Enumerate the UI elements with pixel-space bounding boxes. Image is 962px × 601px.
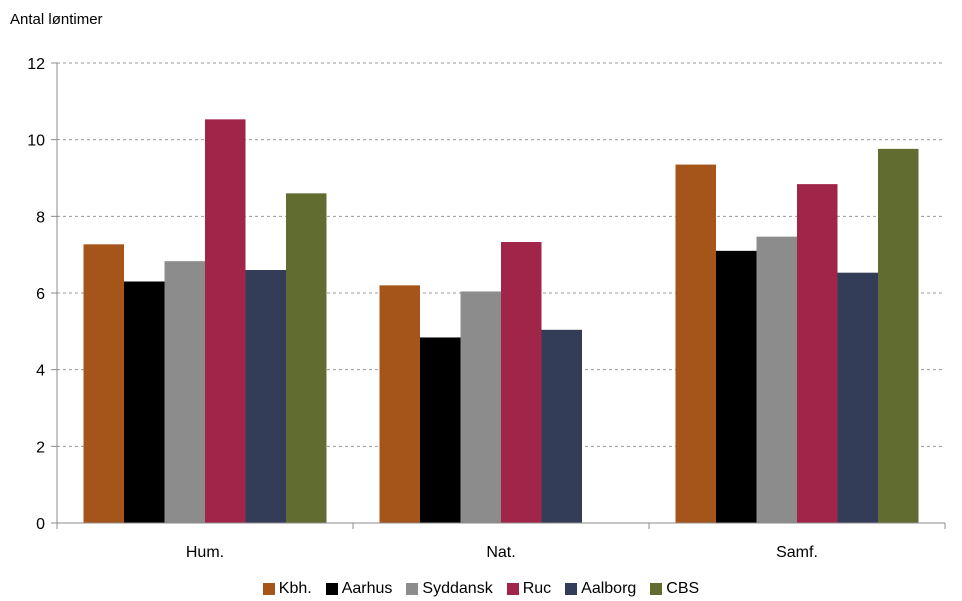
- legend-item: Syddansk: [406, 580, 493, 598]
- bar-syddansk-hum: [164, 261, 205, 523]
- y-tick-label: 4: [36, 363, 45, 380]
- bar-aalborg-nat: [541, 329, 582, 523]
- x-category-label: Hum.: [186, 544, 224, 561]
- bar-ruc-samf: [797, 184, 838, 523]
- bar-kbh-samf: [675, 164, 716, 524]
- x-category-label: Samf.: [776, 544, 818, 561]
- y-tick-label: 10: [27, 133, 45, 150]
- bar-kbh-nat: [379, 285, 420, 523]
- legend-label: Kbh.: [278, 580, 312, 597]
- x-category-label: Nat.: [486, 544, 515, 561]
- legend-item: Kbh.: [262, 580, 312, 598]
- legend-label: CBS: [666, 580, 700, 597]
- legend-item: Ruc: [506, 580, 552, 598]
- legend-label: Aarhus: [341, 580, 393, 597]
- bar-aarhus-nat: [420, 337, 461, 523]
- y-axis-title: Antal løntimer: [10, 11, 103, 28]
- bar-aarhus-samf: [716, 250, 757, 524]
- x-axis-ticks: Hum. Nat. Samf.: [56, 523, 946, 561]
- legend-label: Aalborg: [581, 580, 637, 597]
- legend-swatch: [650, 583, 663, 595]
- bar-aalborg-hum: [245, 270, 286, 523]
- bar-chart: Antal løntimer 0 2 4 6 8 10 12 Hum. Nat. Samf.: [10, 11, 946, 561]
- legend-swatch: [325, 583, 338, 595]
- legend-item: Aarhus: [325, 580, 393, 598]
- bar-ruc-nat: [501, 242, 542, 523]
- bar-ruc-hum: [205, 119, 246, 523]
- y-tick-label: 12: [27, 56, 45, 73]
- y-tick-label: 6: [36, 286, 45, 303]
- bar-cbs-samf: [878, 148, 919, 523]
- legend-swatch: [565, 583, 578, 595]
- bar-aalborg-samf: [837, 272, 878, 523]
- y-tick-label: 8: [36, 209, 45, 226]
- bar-cbs-hum: [286, 193, 327, 524]
- legend-label: Ruc: [522, 580, 552, 597]
- y-axis-ticks: 0 2 4 6 8 10 12: [27, 56, 57, 533]
- y-tick-label: 2: [36, 439, 45, 456]
- legend-item: CBS: [650, 580, 699, 598]
- bar-kbh-hum: [83, 244, 124, 524]
- legend-swatch: [506, 583, 519, 595]
- bar-aarhus-hum: [124, 281, 165, 523]
- legend-swatch: [406, 583, 419, 595]
- legend-swatch: [262, 583, 275, 595]
- legend-item: Aalborg: [565, 580, 636, 598]
- legend-label: Syddansk: [422, 580, 493, 597]
- bar-syddansk-nat: [460, 291, 501, 523]
- y-tick-label: 0: [36, 516, 45, 533]
- bar-syddansk-samf: [756, 236, 797, 523]
- bars: [83, 119, 919, 524]
- legend: Kbh. Aarhus Syddansk Ruc Aalborg CBS: [0, 580, 962, 598]
